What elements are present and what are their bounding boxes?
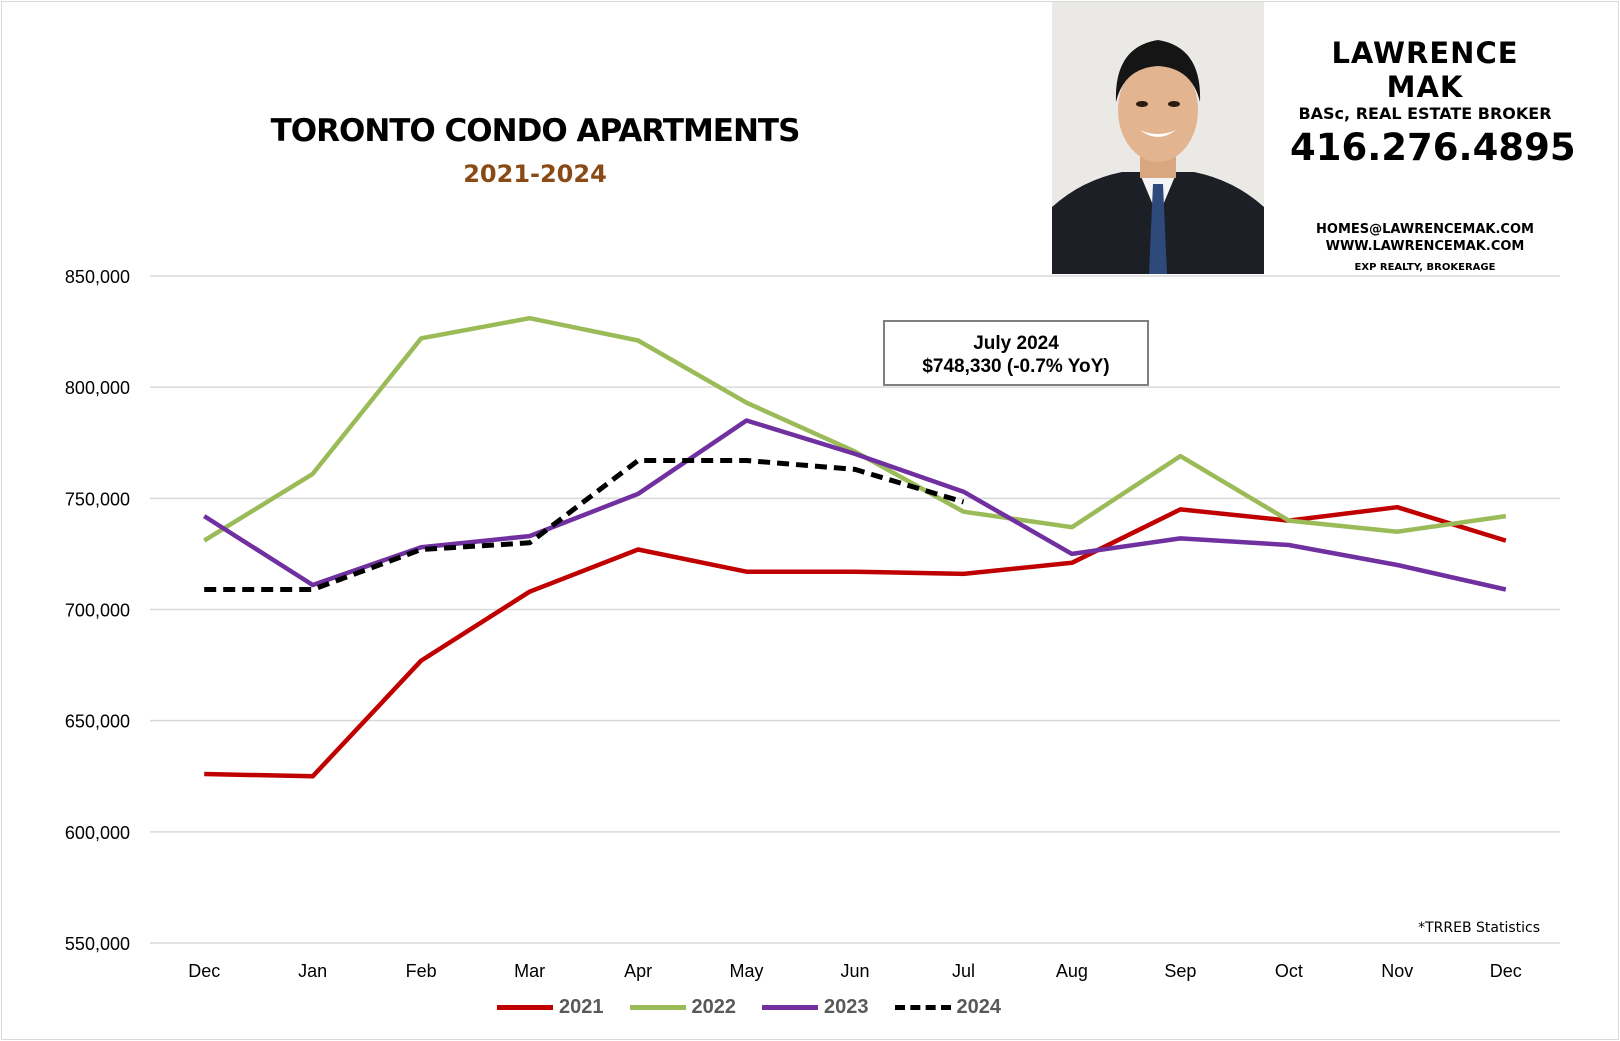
legend-label: 2024	[956, 996, 1002, 1018]
agent-branding: LAWRENCE MAK BASc, REAL ESTATE BROKER 41…	[1290, 36, 1576, 275]
agent-role: BASc, REAL ESTATE BROKER	[1298, 104, 1552, 123]
x-tick-label: Oct	[1275, 961, 1303, 981]
y-tick-label: 800,000	[65, 378, 130, 398]
agent-email: HOMES@LAWRENCEMAK.COM	[1316, 222, 1534, 237]
legend-swatch	[497, 1005, 553, 1010]
agent-phone: 416.276.4895	[1290, 126, 1576, 169]
y-tick-label: 700,000	[65, 601, 130, 621]
annotation-callout: July 2024 $748,330 (-0.7% YoY)	[883, 320, 1149, 386]
legend-item-2022: 2022	[629, 996, 737, 1019]
annotation-value: $748,330 (-0.7% YoY)	[922, 356, 1110, 377]
legend-item-2023: 2023	[762, 996, 869, 1019]
legend-label: 2023	[824, 996, 869, 1018]
x-tick-label: Dec	[188, 961, 220, 981]
y-tick-label: 600,000	[65, 823, 130, 843]
series-line-2023	[202, 418, 1507, 592]
x-tick-label: Apr	[624, 961, 652, 981]
y-tick-label: 650,000	[65, 712, 130, 732]
agent-brokerage: EXP REALTY, BROKERAGE	[1354, 262, 1496, 273]
chart-title: TORONTO CONDO APARTMENTS	[270, 113, 801, 149]
y-tick-label: 550,000	[65, 934, 130, 954]
legend-label: 2021	[559, 996, 604, 1018]
source-note: *TRREB Statistics	[1418, 920, 1540, 936]
legend-swatch	[762, 1005, 818, 1010]
agent-name: LAWRENCE MAK	[1331, 36, 1519, 104]
legend-swatch	[629, 1005, 686, 1010]
y-axis-ticks: 550,000 600,000 650,000 700,000 750,000 800,0…	[65, 267, 130, 954]
gridlines	[150, 275, 1560, 944]
agent-website: WWW.LAWRENCEMAK.COM	[1325, 239, 1525, 254]
chart-subtitle: 2021-2024	[463, 160, 607, 188]
series-line-2024	[204, 458, 965, 592]
legend-item-2024: 2024	[894, 996, 1002, 1019]
x-tick-label: Feb	[406, 961, 437, 981]
legend-item-2021: 2021	[497, 996, 604, 1019]
y-tick-label: 850,000	[65, 267, 130, 287]
x-tick-label: Dec	[1490, 961, 1522, 981]
x-tick-label: Nov	[1381, 961, 1413, 981]
x-tick-label: Sep	[1164, 961, 1196, 981]
legend-swatch	[894, 1005, 951, 1010]
annotation-title: July 2024	[973, 333, 1059, 354]
legend-label: 2022	[691, 996, 737, 1018]
x-tick-label: Aug	[1056, 961, 1088, 981]
agent-photo	[1052, 2, 1264, 274]
agent-headshot-icon	[1052, 2, 1264, 274]
x-tick-label: Jan	[298, 961, 327, 981]
x-tick-label: Jul	[952, 961, 975, 981]
series-lines	[202, 315, 1507, 779]
x-axis-ticks: Dec Jan Feb Mar Apr May Jun Jul Aug Sep Oct Nov Dec	[188, 961, 1522, 981]
series-line-2022	[203, 315, 1507, 543]
y-tick-label: 750,000	[65, 489, 130, 509]
chart-legend: 2021 2022 2023 2024	[497, 996, 1027, 1019]
x-tick-label: May	[730, 961, 764, 981]
x-tick-label: Mar	[514, 961, 545, 981]
x-tick-label: Jun	[840, 961, 869, 981]
